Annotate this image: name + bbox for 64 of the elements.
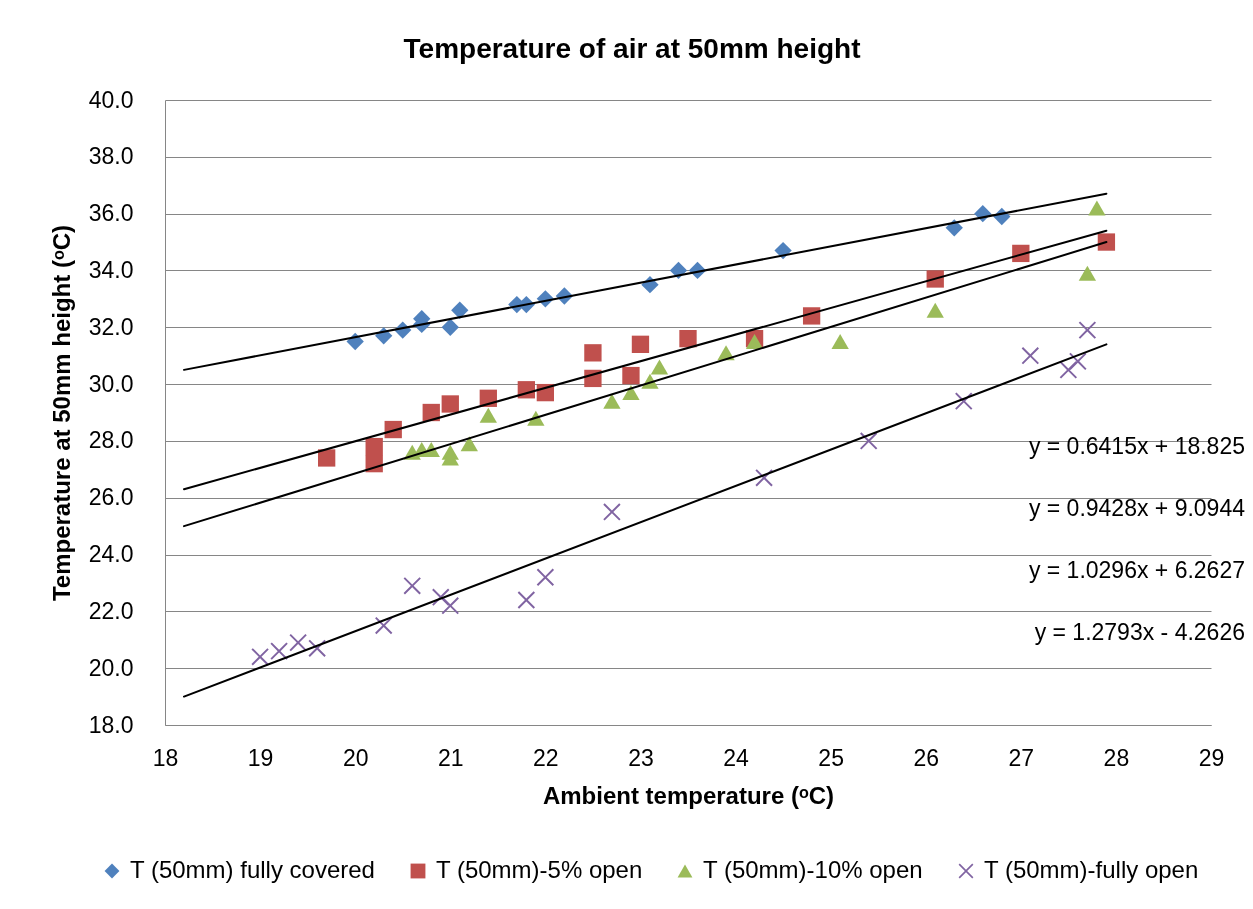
- point: [441, 395, 459, 413]
- y-tick-label: 18.0: [88, 711, 134, 738]
- y-tick-label: 24.0: [88, 541, 134, 568]
- y-tick-label: 20.0: [88, 654, 134, 681]
- x-tick-label: 21: [437, 744, 464, 771]
- point: [403, 577, 421, 595]
- legend-label: T (50mm)-10% open: [703, 856, 923, 883]
- x-tick-label: 24: [723, 744, 750, 771]
- y-tick-label: 40.0: [88, 86, 134, 113]
- point: [460, 436, 478, 452]
- point: [603, 503, 621, 521]
- x-tick-label: 19: [247, 744, 274, 771]
- legend-label: T (50mm) fully covered: [130, 856, 375, 883]
- y-axis-title: Temperature at 50mm height (ᵒC): [47, 224, 75, 602]
- y-tick-label: 30.0: [88, 370, 134, 397]
- point: [631, 335, 650, 353]
- y-tick-label: 28.0: [88, 427, 134, 454]
- x-tick-label: 20: [342, 744, 369, 771]
- point: [622, 385, 640, 401]
- point: [679, 329, 697, 348]
- point: [1078, 321, 1097, 339]
- point: [251, 648, 269, 666]
- legend-label: T (50mm)-fully open: [984, 856, 1199, 883]
- x-tick-label: 28: [1103, 744, 1130, 771]
- point: [375, 616, 393, 635]
- point: [650, 359, 669, 375]
- x-tick-label: 29: [1198, 744, 1225, 771]
- point: [603, 393, 621, 409]
- y-tick-label: 26.0: [88, 484, 134, 511]
- point: [622, 366, 640, 385]
- point: [479, 407, 497, 423]
- x-tick-label: 22: [533, 744, 559, 771]
- point: [536, 568, 555, 586]
- x-tick-label: 18: [152, 744, 179, 771]
- point: [1078, 265, 1097, 281]
- legend-label: T (50mm)-5% open: [436, 856, 643, 883]
- x-tick-label: 25: [818, 744, 844, 771]
- point: [1088, 200, 1106, 216]
- point: [451, 301, 469, 319]
- x-tick-label: 23: [628, 744, 654, 771]
- point: [517, 591, 536, 609]
- point: [1021, 347, 1039, 365]
- point: [926, 302, 944, 318]
- y-tick-label: 36.0: [88, 200, 134, 227]
- annotation: y = 1.2793x - 4.2626: [1034, 619, 1245, 645]
- point: [317, 449, 336, 467]
- annotation: y = 0.6415x + 18.825: [1028, 433, 1245, 459]
- annotation: y = 0.9428x + 9.0944: [1028, 495, 1246, 521]
- point: [1097, 233, 1116, 251]
- point: [584, 344, 602, 362]
- y-tick-label: 34.0: [88, 256, 134, 283]
- point: [365, 437, 383, 456]
- y-tick-label: 22.0: [88, 597, 134, 624]
- annotation: y = 1.0296x + 6.2627: [1028, 557, 1245, 583]
- chart-title: Temperature of air at 50mm height: [403, 33, 861, 64]
- x-tick-label: 27: [1008, 744, 1035, 771]
- x-axis-title: Ambient temperature (ᵒC): [542, 781, 835, 809]
- point: [831, 333, 849, 349]
- x-tick-label: 26: [913, 744, 940, 771]
- y-tick-label: 32.0: [88, 313, 134, 340]
- point: [441, 318, 459, 336]
- point: [270, 642, 288, 660]
- point: [774, 241, 792, 260]
- y-tick-label: 38.0: [88, 143, 134, 170]
